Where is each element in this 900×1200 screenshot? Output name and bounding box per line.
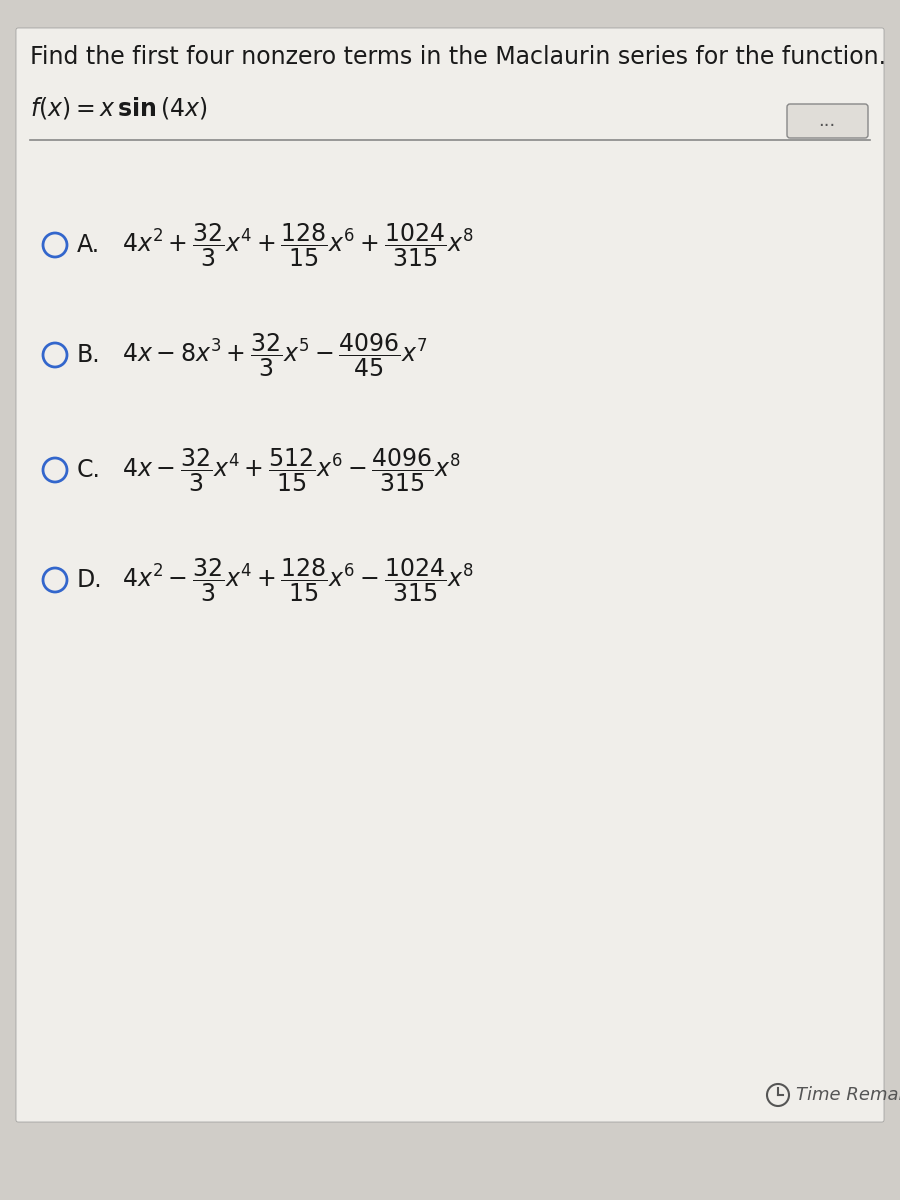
Text: $f(x) = x\,\mathbf{sin}\,(4x)$: $f(x) = x\,\mathbf{sin}\,(4x)$ <box>30 95 208 121</box>
Text: Find the first four nonzero terms in the Maclaurin series for the function.: Find the first four nonzero terms in the… <box>30 44 886 68</box>
Text: C.: C. <box>77 458 101 482</box>
Text: $4x-\dfrac{32}{3}x^4+\dfrac{512}{15}x^6-\dfrac{4096}{315}x^8$: $4x-\dfrac{32}{3}x^4+\dfrac{512}{15}x^6-… <box>122 446 462 493</box>
Text: B.: B. <box>77 343 101 367</box>
Text: $4x^2+\dfrac{32}{3}x^4+\dfrac{128}{15}x^6+\dfrac{1024}{315}x^8$: $4x^2+\dfrac{32}{3}x^4+\dfrac{128}{15}x^… <box>122 221 473 269</box>
Text: $4x^2-\dfrac{32}{3}x^4+\dfrac{128}{15}x^6-\dfrac{1024}{315}x^8$: $4x^2-\dfrac{32}{3}x^4+\dfrac{128}{15}x^… <box>122 557 473 604</box>
Text: D.: D. <box>77 568 103 592</box>
Text: A.: A. <box>77 233 100 257</box>
FancyBboxPatch shape <box>787 104 868 138</box>
Text: $4x-8x^3+\dfrac{32}{3}x^5-\dfrac{4096}{45}x^7$: $4x-8x^3+\dfrac{32}{3}x^5-\dfrac{4096}{4… <box>122 331 428 379</box>
FancyBboxPatch shape <box>16 28 884 1122</box>
Text: Time Remaining: Time Remaining <box>796 1086 900 1104</box>
Text: ...: ... <box>818 112 835 130</box>
